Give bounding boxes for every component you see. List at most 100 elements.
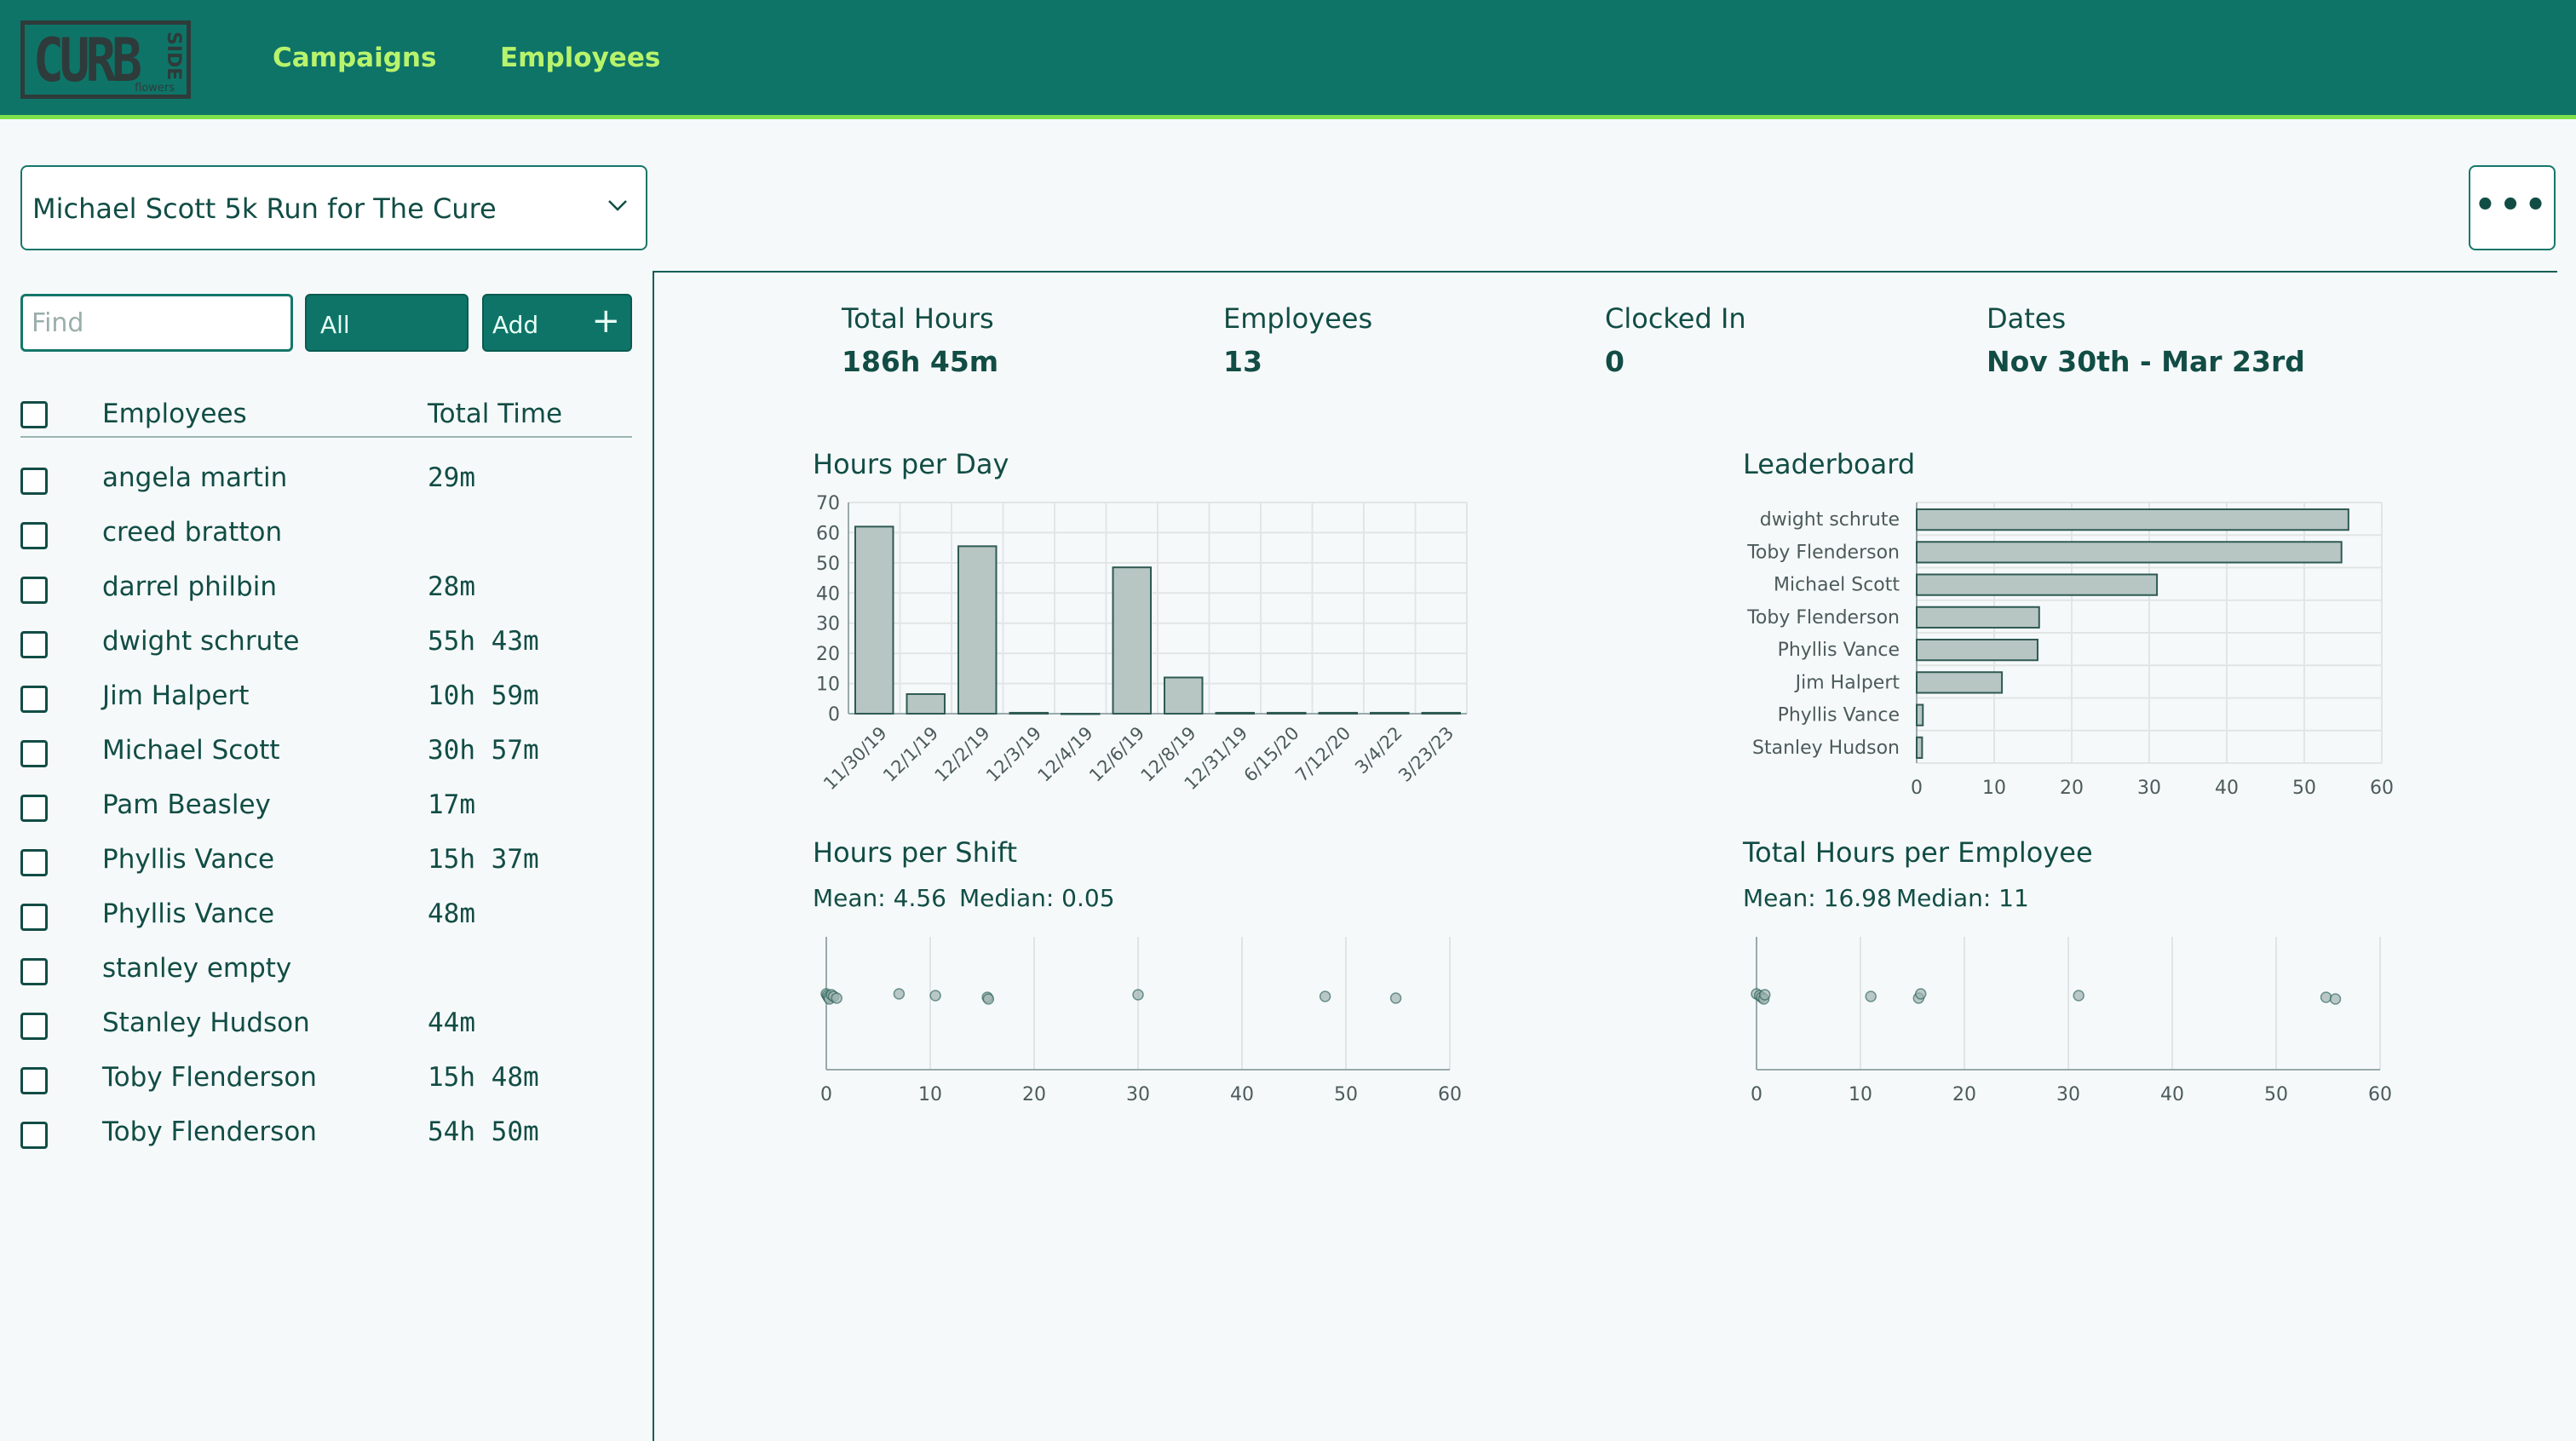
leaderboard-bar <box>1916 573 2159 596</box>
day-bar <box>957 545 998 715</box>
employee-row-name[interactable]: Stanley Hudson <box>102 1008 310 1038</box>
scatter-point <box>1319 990 1331 1002</box>
employee-row-time: 55h 43m <box>428 626 539 657</box>
leaderboard-bar <box>1916 703 1924 726</box>
employees-count-label: Employees <box>1223 302 1373 335</box>
logo-word: CURB <box>33 26 142 95</box>
total-time-column-header[interactable]: Total Time <box>428 399 563 429</box>
employee-row-name[interactable]: Toby Flenderson <box>102 1062 317 1093</box>
divider-horizontal <box>653 271 2557 273</box>
all-filter-button[interactable]: All <box>305 294 469 352</box>
employee-row-checkbox[interactable] <box>20 468 48 495</box>
scatter-point <box>1389 992 1402 1004</box>
leaderboard-bar <box>1916 606 2040 629</box>
employee-row-time: 17m <box>428 789 475 820</box>
plus-icon: + <box>591 301 620 341</box>
employee-row-checkbox[interactable] <box>20 849 48 876</box>
leaderboard-category-label: Phyllis Vance <box>1778 705 1900 726</box>
select-all-checkbox[interactable] <box>20 401 48 428</box>
x-tick-label: 40 <box>2160 1084 2184 1105</box>
hours-per-shift-title: Hours per Shift <box>813 836 1017 869</box>
hours-per-day-title: Hours per Day <box>813 448 1009 480</box>
employee-row-time: 54h 50m <box>428 1117 539 1147</box>
y-tick-label: 60 <box>816 523 840 544</box>
employee-row-name[interactable]: Jim Halpert <box>102 680 250 711</box>
employee-row-name[interactable]: Pam Beasley <box>102 789 271 820</box>
add-button-label: Add <box>492 311 539 339</box>
x-tick-label: 10 <box>1982 778 2006 799</box>
scatter-point <box>1915 988 1927 1000</box>
day-bar <box>854 525 894 715</box>
employee-row-name[interactable]: stanley empty <box>102 953 292 984</box>
day-bar <box>906 692 946 715</box>
clocked-in-value: 0 <box>1605 345 1624 378</box>
employee-row-checkbox[interactable] <box>20 1067 48 1094</box>
hours-per-shift-chart: 0 10 20 30 40 50 60 <box>820 937 1462 1105</box>
nav-employees-link[interactable]: Employees <box>500 43 661 73</box>
x-tick-label: 60 <box>2368 1084 2392 1105</box>
scatter-point <box>831 992 842 1004</box>
day-bar <box>1267 711 1307 715</box>
day-bar <box>1061 713 1101 715</box>
x-tick-label: 7/12/20 <box>1291 723 1354 786</box>
scatter-point <box>2320 991 2332 1003</box>
employee-row-checkbox[interactable] <box>20 740 48 767</box>
y-tick-label: 50 <box>816 554 840 575</box>
employee-row-time: 44m <box>428 1008 475 1038</box>
employee-row-checkbox[interactable] <box>20 631 48 658</box>
top-navbar: CURB SIDE flowers Campaigns Employees <box>0 0 2576 119</box>
x-tick-label: 12/2/19 <box>931 723 994 786</box>
x-tick-label: 50 <box>2292 778 2316 799</box>
employee-row-name[interactable]: Phyllis Vance <box>102 898 275 929</box>
employee-row-name[interactable]: Toby Flenderson <box>102 1117 317 1147</box>
total-hours-value: 186h 45m <box>842 345 999 378</box>
more-dots-icon: ••• <box>2474 186 2550 225</box>
y-tick-label: 70 <box>816 493 840 514</box>
employee-row-time: 29m <box>428 462 475 493</box>
curbside-logo[interactable]: CURB SIDE flowers <box>20 20 191 99</box>
x-tick-label: 20 <box>1952 1084 1976 1105</box>
employee-row-checkbox[interactable] <box>20 522 48 549</box>
total-hours-label: Total Hours <box>842 302 994 335</box>
employees-column-header[interactable]: Employees <box>102 399 247 429</box>
add-employee-button[interactable]: Add + <box>482 294 632 352</box>
total-hours-per-employee-title: Total Hours per Employee <box>1743 836 2093 869</box>
employee-row-name[interactable]: Michael Scott <box>102 735 280 766</box>
employee-row-checkbox[interactable] <box>20 1122 48 1149</box>
employee-row-checkbox[interactable] <box>20 795 48 822</box>
hours-per-day-chart: 01020304050607011/30/1912/1/1912/2/1912/… <box>816 493 1468 795</box>
day-bar <box>1112 566 1152 715</box>
clocked-in-label: Clocked In <box>1605 302 1746 335</box>
x-tick-label: 30 <box>2137 778 2161 799</box>
x-tick-label: 6/15/20 <box>1240 723 1303 786</box>
x-tick-label: 60 <box>2370 778 2394 799</box>
employee-row-name[interactable]: Phyllis Vance <box>102 844 275 875</box>
y-tick-label: 30 <box>816 614 840 635</box>
find-input[interactable] <box>20 294 293 352</box>
leaderboard-category-label: Stanley Hudson <box>1752 738 1900 759</box>
employee-row-name[interactable]: creed bratton <box>102 517 283 548</box>
x-tick-label: 12/4/19 <box>1034 723 1097 786</box>
employee-row-name[interactable]: dwight schrute <box>102 626 300 657</box>
campaign-select[interactable]: Michael Scott 5k Run for The Cure <box>20 165 647 250</box>
leaderboard-bar <box>1916 736 1923 759</box>
chevron-down-icon <box>608 200 627 211</box>
x-tick-label: 11/30/19 <box>819 723 891 795</box>
leaderboard-category-label: Toby Flenderson <box>1746 607 1900 629</box>
employee-row-checkbox[interactable] <box>20 1013 48 1040</box>
employee-row-checkbox[interactable] <box>20 577 48 604</box>
employee-row-name[interactable]: darrel philbin <box>102 571 277 602</box>
scatter-point <box>982 993 995 1005</box>
day-bar <box>1318 711 1358 715</box>
employee-row-checkbox[interactable] <box>20 958 48 985</box>
employee-row-time: 10h 59m <box>428 680 539 711</box>
nav-campaigns-link[interactable]: Campaigns <box>273 43 437 73</box>
x-tick-label: 40 <box>1230 1084 1254 1105</box>
employee-row-checkbox[interactable] <box>20 686 48 713</box>
y-tick-label: 20 <box>816 644 840 665</box>
x-tick-label: 30 <box>1126 1084 1150 1105</box>
employee-row-checkbox[interactable] <box>20 904 48 931</box>
employee-row-name[interactable]: angela martin <box>102 462 288 493</box>
campaign-select-value: Michael Scott 5k Run for The Cure <box>32 192 497 225</box>
more-options-button[interactable]: ••• <box>2469 165 2556 250</box>
